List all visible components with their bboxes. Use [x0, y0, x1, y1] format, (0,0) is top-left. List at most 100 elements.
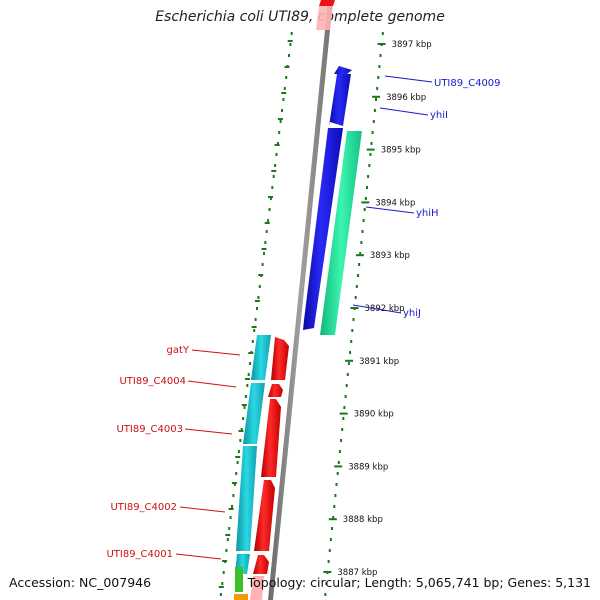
- outer-ring-dot: [377, 76, 380, 79]
- outer-ring-dot: [352, 318, 355, 321]
- inner-ring-dot: [225, 549, 228, 552]
- inner-ring-dot: [247, 373, 250, 376]
- gene-label-UTI89_C4009[interactable]: UTI89_C4009: [434, 78, 501, 89]
- inner-ring-dot: [242, 417, 245, 420]
- inner-ring-dot: [254, 318, 257, 321]
- inner-ring-tick: [274, 144, 280, 146]
- cds-orange-fragment: [234, 594, 248, 600]
- inner-ring-dot: [265, 230, 268, 233]
- scale-tick-label: 3888 kbp: [343, 515, 383, 525]
- gene-label-leaders: [175, 75, 433, 560]
- gene-UTI89_C4001[interactable]: [253, 555, 269, 574]
- scale-tick-mark: [355, 254, 364, 257]
- outer-ring-dot: [328, 549, 331, 552]
- inner-ring-dot: [243, 406, 246, 409]
- outer-ring-dot: [358, 263, 361, 266]
- gene-UTI89_C4004[interactable]: [268, 384, 283, 397]
- gene-UTI89_C4002[interactable]: [254, 480, 275, 551]
- gene-label-yhiJ[interactable]: yhiJ: [403, 308, 421, 319]
- inner-ring-dot: [249, 362, 252, 365]
- inner-ring-dot: [257, 296, 260, 299]
- scale-tick-label: 3893 kbp: [370, 251, 410, 261]
- outer-ring-dot: [362, 219, 365, 222]
- gene-label-UTI89_C4004[interactable]: UTI89_C4004: [119, 376, 186, 387]
- inner-ring-dot: [276, 142, 279, 145]
- inner-ring-tick: [287, 40, 293, 42]
- gene-yhiH[interactable]: [303, 128, 343, 330]
- inner-ring-dot: [269, 197, 272, 200]
- accession-text: Accession: NC_007946: [9, 575, 152, 590]
- inner-ring-dot: [289, 43, 292, 46]
- scale-tick-label: 3894 kbp: [375, 198, 415, 208]
- gene-UTI89_C4003[interactable]: [261, 399, 281, 477]
- inner-ring-dot: [288, 54, 290, 57]
- outer-ring-dot: [342, 417, 345, 420]
- gene-label-UTI89_C4001[interactable]: UTI89_C4001: [106, 549, 173, 560]
- inner-ring-dot: [229, 516, 232, 519]
- inner-ring-tick: [277, 118, 283, 120]
- cds-UTI89_C4003[interactable]: [236, 446, 257, 551]
- outer-ring-dot: [381, 32, 384, 35]
- genome-backbone: [268, 0, 333, 600]
- outer-ring-dot: [346, 373, 349, 376]
- outer-ring-dot: [324, 593, 327, 596]
- inner-ring-dot: [274, 164, 277, 167]
- topology-summary: Topology: circular; Length: 5,065,741 bp…: [247, 575, 591, 590]
- inner-ring-dot: [264, 241, 267, 244]
- gene-label-gatY[interactable]: gatY: [166, 345, 189, 356]
- gene-label-yhiI[interactable]: yhiI: [430, 110, 448, 121]
- outer-ring-dot: [360, 241, 363, 244]
- ring-dots: [218, 32, 384, 596]
- forward-cds-track: [320, 131, 362, 335]
- cds-gatY[interactable]: [251, 335, 271, 380]
- inner-ring-dot: [271, 186, 274, 189]
- gene-gatY[interactable]: [271, 337, 289, 380]
- scale-ticks: 3897 kbp 3896 kbp 3895 kbp 3894 kbp 3893 kbp…: [323, 40, 432, 578]
- inner-ring-tick: [284, 66, 290, 68]
- outer-ring-dot: [331, 527, 333, 530]
- gene-C4009-cap: [319, 0, 335, 6]
- cds-green-fragment: [235, 567, 243, 592]
- outer-ring-dot: [334, 494, 337, 497]
- outer-ring-dot: [335, 483, 338, 486]
- gene-label-yhiH[interactable]: yhiH: [416, 208, 439, 219]
- cds-UTI89_C4004[interactable]: [243, 383, 265, 444]
- outer-ring-dot: [376, 87, 379, 90]
- outer-ring-dot: [368, 164, 371, 167]
- scale-tick-mark: [350, 307, 359, 309]
- outer-ring-dot: [349, 351, 352, 354]
- inner-ring-dot: [256, 307, 258, 310]
- outer-ring-dot: [337, 461, 340, 464]
- outer-ring-dot: [371, 131, 374, 134]
- inner-ring-dot: [285, 76, 288, 79]
- cds-yhiH[interactable]: [320, 131, 362, 335]
- gene-UTI89_C4009[interactable]: [334, 66, 352, 74]
- scale-tick-label: 3895 kbp: [381, 146, 421, 156]
- outer-ring-dot: [369, 153, 372, 156]
- inner-ring-dot: [221, 582, 224, 585]
- gene-yhiI[interactable]: [329, 74, 351, 126]
- outer-ring-dot: [361, 230, 364, 233]
- inner-ring-dot: [239, 439, 242, 442]
- inner-ring-dot: [233, 483, 236, 486]
- outer-ring-dot: [340, 439, 343, 442]
- inner-ring-tick: [238, 430, 244, 432]
- outer-ring-dot: [341, 428, 344, 431]
- gene-label-UTI89_C4002[interactable]: UTI89_C4002: [110, 502, 177, 513]
- scale-tick-mark: [345, 359, 354, 362]
- inner-ring-dot: [236, 461, 239, 464]
- outer-ring-dot: [333, 505, 336, 508]
- outer-ring-dot: [351, 329, 354, 332]
- inner-ring-tick: [225, 534, 231, 536]
- outer-ring-dot: [325, 582, 328, 585]
- outer-ring-dot: [347, 362, 350, 365]
- scale-tick-mark: [366, 148, 375, 151]
- scale-tick-mark: [323, 571, 332, 573]
- outer-ring-dot: [378, 65, 381, 68]
- outer-ring-dot: [350, 340, 353, 343]
- inner-ring-dot: [282, 98, 285, 101]
- inner-ring-dot: [228, 527, 231, 530]
- inner-ring-tick: [241, 404, 247, 406]
- gene-label-UTI89_C4003[interactable]: UTI89_C4003: [116, 424, 183, 435]
